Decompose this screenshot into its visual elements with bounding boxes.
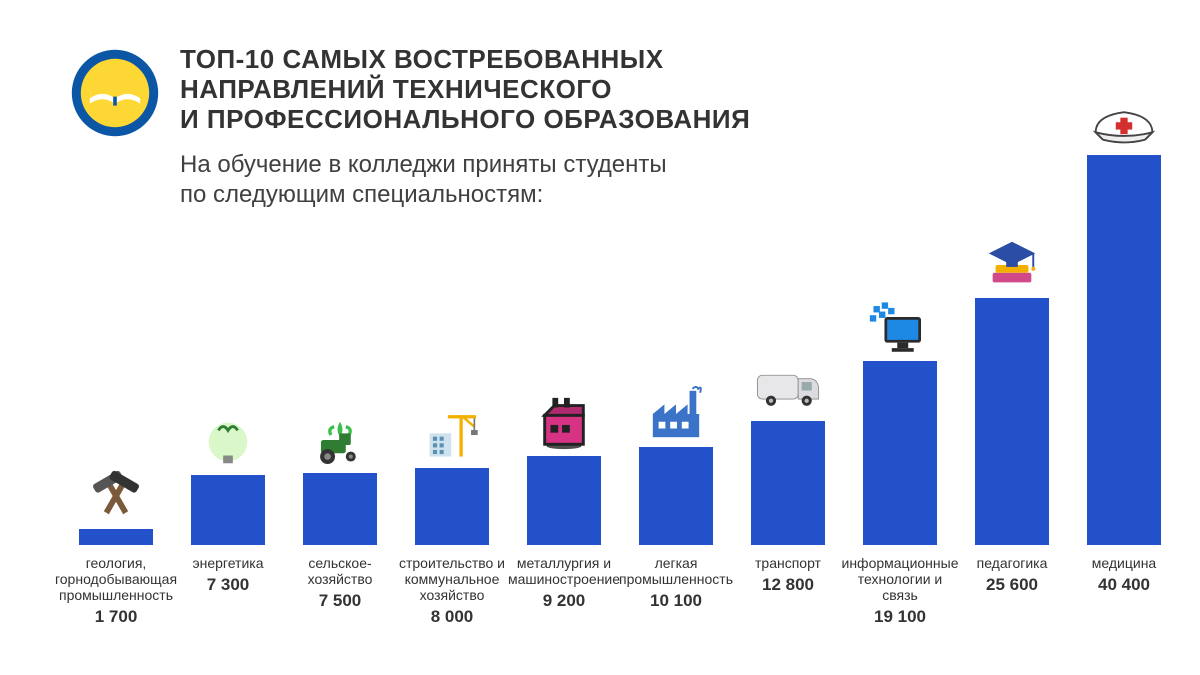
- bar-label: медицина: [1092, 555, 1156, 571]
- bar-with-icon: [751, 352, 825, 545]
- nurse-cap-icon: [1087, 86, 1161, 151]
- bar: [79, 529, 153, 545]
- bar-label: педагогика: [977, 555, 1048, 571]
- bar-with-icon: [863, 292, 937, 545]
- bar-value: 19 100: [842, 607, 959, 627]
- tractor-icon: [303, 404, 377, 469]
- bar-column: энергетика 7 300: [172, 406, 284, 645]
- bar-column: сельское-хозяйство 7 500: [284, 404, 396, 645]
- bar-label: легкая промышленность: [619, 555, 733, 587]
- bar-label: сельское-хозяйство: [284, 555, 396, 587]
- bar: [975, 298, 1049, 545]
- bar-column: педагогика 25 600: [956, 229, 1068, 645]
- hammers-icon: [79, 460, 153, 525]
- bar-value: 9 200: [508, 591, 620, 611]
- infographic: ТОП-10 САМЫХ ВОСТРЕБОВАННЫХ НАПРАВЛЕНИЙ …: [0, 0, 1200, 675]
- bar: [751, 421, 825, 545]
- computer-icon: [863, 292, 937, 357]
- lightbulb-eco-icon: [191, 406, 265, 471]
- bar: [303, 473, 377, 545]
- bar: [527, 456, 601, 545]
- bar-caption: сельское-хозяйство 7 500: [284, 555, 396, 645]
- bar-with-icon: [527, 387, 601, 545]
- bar-with-icon: [975, 229, 1049, 545]
- bar-caption: легкая промышленность 10 100: [619, 555, 733, 645]
- bar: [1087, 155, 1161, 545]
- bar-column: легкая промышленность 10 100: [620, 378, 732, 645]
- bar-label: металлургия и машиностроение: [508, 555, 620, 587]
- bar-column: металлургия и машиностроение 9 200: [508, 387, 620, 645]
- bar-value: 40 400: [1092, 575, 1156, 595]
- bar-value: 12 800: [755, 575, 821, 595]
- van-icon: [751, 352, 825, 417]
- bar-caption: педагогика 25 600: [977, 555, 1048, 645]
- factory-pink-icon: [527, 387, 601, 452]
- bar-column: транспорт 12 800: [732, 352, 844, 645]
- bar-value: 7 300: [192, 575, 263, 595]
- bar-label: информационные технологии и связь: [842, 555, 959, 603]
- bar-column: геология, горнодобывающая промышленность…: [60, 460, 172, 645]
- bar-value: 7 500: [284, 591, 396, 611]
- bar: [191, 475, 265, 545]
- bar-value: 10 100: [619, 591, 733, 611]
- grad-cap-books-icon: [975, 229, 1049, 294]
- bar-with-icon: [79, 460, 153, 545]
- title-line-1: ТОП-10 САМЫХ ВОСТРЕБОВАННЫХ: [180, 45, 1160, 75]
- bar-caption: медицина 40 400: [1092, 555, 1156, 645]
- bar-label: энергетика: [192, 555, 263, 571]
- bar-with-icon: [415, 399, 489, 545]
- bar-caption: транспорт 12 800: [755, 555, 821, 645]
- bar-chart: геология, горнодобывающая промышленность…: [60, 85, 1180, 645]
- bar-column: медицина 40 400: [1068, 86, 1180, 645]
- bar-caption: информационные технологии и связь 19 100: [842, 555, 959, 645]
- bar-with-icon: [191, 406, 265, 545]
- bar-value: 8 000: [396, 607, 508, 627]
- bar-with-icon: [1087, 86, 1161, 545]
- bar: [639, 447, 713, 545]
- bar-column: строительство и коммунальное хозяйство 8…: [396, 399, 508, 645]
- bar-caption: геология, горнодобывающая промышленность…: [55, 555, 177, 645]
- bar-value: 25 600: [977, 575, 1048, 595]
- bar-label: строительство и коммунальное хозяйство: [396, 555, 508, 603]
- bar-value: 1 700: [55, 607, 177, 627]
- bar-column: информационные технологии и связь 19 100: [844, 292, 956, 645]
- bar-caption: энергетика 7 300: [192, 555, 263, 645]
- bar: [863, 361, 937, 545]
- crane-building-icon: [415, 399, 489, 464]
- bar-caption: металлургия и машиностроение 9 200: [508, 555, 620, 645]
- factory-blue-icon: [639, 378, 713, 443]
- bar-label: транспорт: [755, 555, 821, 571]
- bar: [415, 468, 489, 545]
- bar-with-icon: [303, 404, 377, 545]
- bar-caption: строительство и коммунальное хозяйство 8…: [396, 555, 508, 645]
- bar-with-icon: [639, 378, 713, 545]
- bar-label: геология, горнодобывающая промышленность: [55, 555, 177, 603]
